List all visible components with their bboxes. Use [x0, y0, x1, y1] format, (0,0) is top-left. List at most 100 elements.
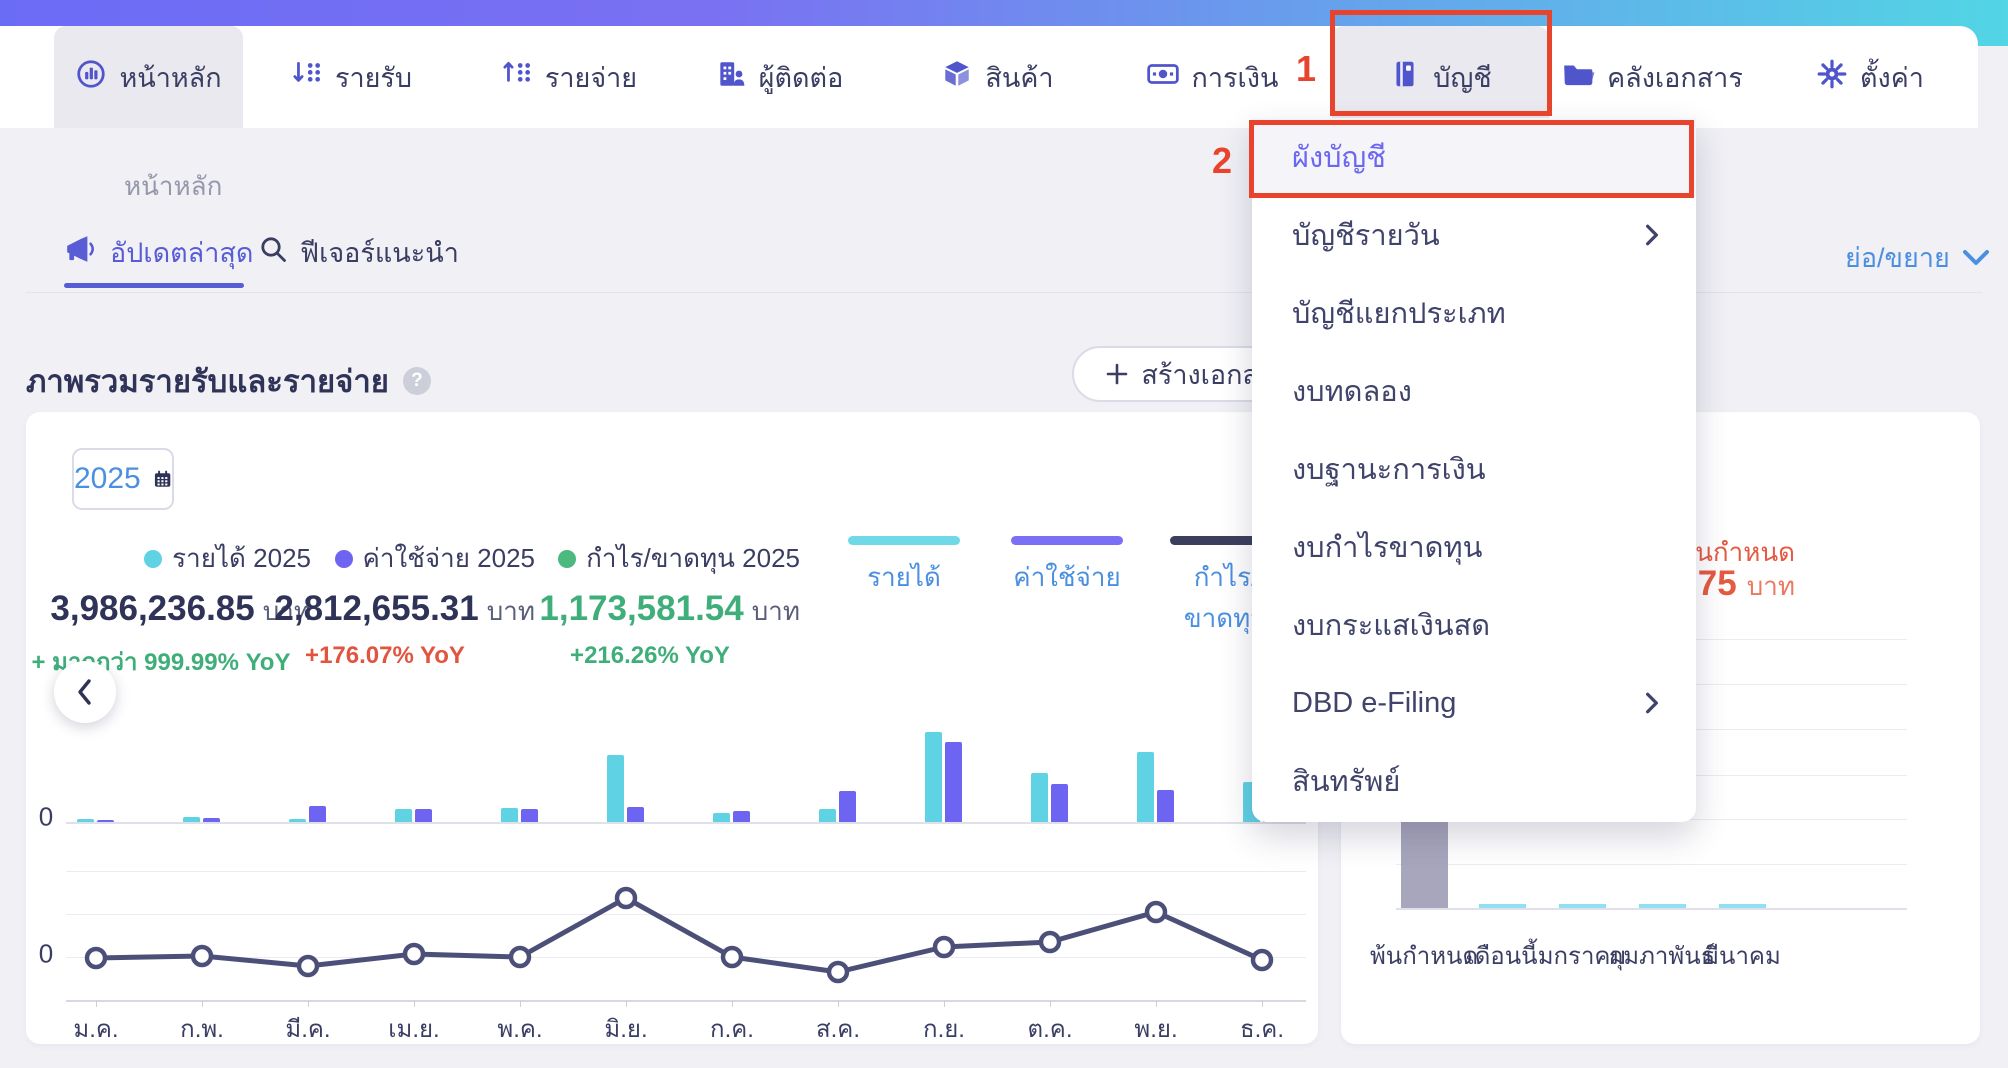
gridline: [66, 957, 1306, 958]
documents-icon: [1561, 58, 1595, 97]
expense-bar[interactable]: [733, 811, 750, 822]
month-label: ม.ค.: [73, 1016, 119, 1043]
nav-item-3[interactable]: รายจ่าย: [498, 26, 640, 128]
revenue-bar[interactable]: [1031, 773, 1048, 822]
expense-bar[interactable]: [1051, 784, 1068, 822]
aging-bar[interactable]: [1718, 904, 1766, 908]
legend-swatch: [1170, 536, 1282, 545]
calendar-icon: [154, 470, 171, 487]
legend-label: รายได้: [867, 562, 941, 592]
expense-bar[interactable]: [945, 742, 962, 822]
month-label: ก.ค.: [710, 1016, 754, 1043]
stat-label: ค่าใช้จ่าย 2025: [235, 538, 535, 579]
month-label: พ.ย.: [1134, 1016, 1178, 1043]
tab-label: อัปเดตล่าสุด: [110, 237, 254, 268]
contacts-icon: [715, 58, 747, 97]
nav-item-6[interactable]: การเงิน: [1132, 26, 1292, 128]
gridline: [66, 871, 1306, 872]
nav-item-label: รายจ่าย: [544, 62, 638, 93]
expense-bar[interactable]: [521, 809, 538, 822]
section-title-text: ภาพรวมรายรับและรายจ่าย: [26, 364, 389, 399]
settings-icon: [1816, 58, 1848, 97]
nav-item-4[interactable]: ผู้ติดต่อ: [700, 26, 858, 128]
revenue-bar[interactable]: [77, 819, 94, 822]
expense-bar[interactable]: [415, 809, 432, 822]
dropdown-item-2[interactable]: บัญชีรายวัน: [1252, 196, 1696, 274]
dropdown-item-6[interactable]: งบกำไรขาดทุน: [1252, 508, 1696, 586]
year-value: 2025: [74, 462, 141, 495]
dropdown-item-label: งบทดลอง: [1292, 376, 1412, 408]
revenue-bar[interactable]: [289, 819, 306, 822]
revenue-bar[interactable]: [607, 755, 624, 822]
overdue-amount-unit: บาท: [1746, 571, 1795, 601]
month-label: ต.ค.: [1027, 1016, 1073, 1043]
revenue-bar[interactable]: [713, 813, 730, 822]
nav-item-2[interactable]: รายรับ: [284, 26, 419, 128]
help-icon[interactable]: ?: [402, 367, 431, 395]
chevron-right-icon: [1645, 692, 1658, 714]
expense-bar[interactable]: [1157, 790, 1174, 822]
search-icon: [258, 234, 288, 271]
axis-tick: [308, 1000, 309, 1007]
month-label: พ.ค.: [497, 1016, 543, 1043]
legend-item-1[interactable]: รายได้: [844, 536, 964, 598]
carousel-prev-button[interactable]: [54, 661, 116, 723]
year-selector[interactable]: 2025: [72, 448, 174, 510]
chevron-down-icon: [1962, 249, 1989, 265]
line-axis-zero-label: 0: [38, 938, 54, 969]
nav-item-label: รายรับ: [334, 62, 413, 93]
dropdown-item-label: ผังบัญชี: [1292, 142, 1386, 174]
nav-item-9[interactable]: ตั้งค่า: [1800, 26, 1940, 128]
tab-2[interactable]: ฟีเจอร์แนะนำ: [258, 232, 459, 272]
section-title: ภาพรวมรายรับและรายจ่าย ?: [26, 356, 431, 406]
aging-label: มกราคม: [1537, 943, 1627, 970]
axis-baseline: [1396, 908, 1907, 910]
expense-bar[interactable]: [97, 820, 114, 822]
revenue-bar[interactable]: [183, 817, 200, 822]
collapse-expand-toggle[interactable]: ย่อ/ขยาย: [1845, 236, 1990, 279]
month-label: เม.ย.: [388, 1016, 440, 1043]
axis-tick: [944, 1000, 945, 1007]
aging-bar[interactable]: [1478, 904, 1526, 908]
axis-tick: [626, 1000, 627, 1007]
axis-tick: [96, 1000, 97, 1007]
legend-item-2[interactable]: ค่าใช้จ่าย: [1007, 536, 1127, 598]
revenue-bar[interactable]: [1137, 752, 1154, 822]
nav-item-label: หน้าหลัก: [119, 62, 222, 93]
nav-item-label: ผู้ติดต่อ: [758, 62, 844, 93]
aging-bar[interactable]: [1558, 904, 1606, 908]
dropdown-item-1[interactable]: ผังบัญชี: [1252, 118, 1696, 196]
dropdown-item-4[interactable]: งบทดลอง: [1252, 352, 1696, 430]
revenue-bar[interactable]: [925, 732, 942, 822]
revenue-bar[interactable]: [395, 809, 412, 822]
aging-label: กุมภาพันธ์: [1608, 943, 1716, 970]
nav-item-5[interactable]: สินค้า: [930, 26, 1065, 128]
breadcrumb: หน้าหลัก: [124, 171, 223, 201]
dropdown-item-3[interactable]: บัญชีแยกประเภท: [1252, 274, 1696, 352]
revenue-bar[interactable]: [501, 808, 518, 822]
dropdown-item-5[interactable]: งบฐานะการเงิน: [1252, 430, 1696, 508]
line-axis-baseline: [66, 1000, 1306, 1002]
bar-axis-baseline: [66, 822, 1306, 824]
revenue-bar[interactable]: [819, 809, 836, 822]
nav-item-label: คลังเอกสาร: [1607, 62, 1743, 93]
legend-swatch: [848, 536, 960, 545]
nav-item-8[interactable]: คลังเอกสาร: [1552, 26, 1752, 128]
dropdown-item-8[interactable]: DBD e-Filing: [1252, 664, 1696, 742]
stat-dot: [558, 549, 577, 568]
divider: [26, 292, 1982, 293]
stat-label: รายได้ 2025: [11, 538, 311, 579]
dropdown-item-7[interactable]: งบกระแสเงินสด: [1252, 586, 1696, 664]
dropdown-item-9[interactable]: สินทรัพย์: [1252, 742, 1696, 820]
nav-item-label: การเงิน: [1191, 62, 1279, 93]
expense-bar[interactable]: [627, 807, 644, 822]
nav-item-1[interactable]: หน้าหลัก: [54, 26, 243, 128]
nav-item-7[interactable]: บัญชี: [1332, 26, 1549, 128]
expense-bar[interactable]: [203, 818, 220, 822]
aging-bar[interactable]: [1638, 904, 1686, 908]
expense-bar[interactable]: [839, 791, 856, 822]
tab-1[interactable]: อัปเดตล่าสุด: [64, 232, 253, 272]
expense-bar[interactable]: [309, 806, 326, 822]
month-label: ส.ค.: [815, 1016, 861, 1043]
stat-block-3: กำไร/ขาดทุน 2025 1,173,581.54 บาท +216.26…: [500, 538, 800, 670]
